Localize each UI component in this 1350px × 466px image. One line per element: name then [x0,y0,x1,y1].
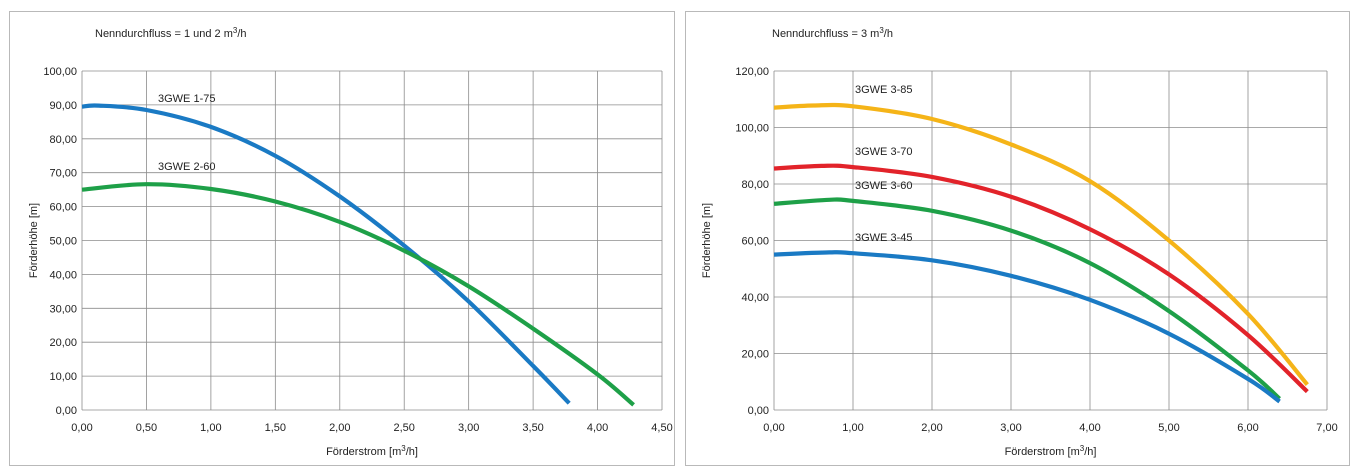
y-tick-label: 100,00 [735,123,769,135]
series-line-3gwe-3-45 [773,250,1281,404]
x-tick-label: 4,00 [587,422,608,434]
y-tick-label: 20,00 [49,337,77,349]
x-axis-label: Förderstrom [m3/h] [326,444,418,459]
y-tick-label: 40,00 [741,292,769,304]
y-tick-label: 0,00 [56,405,77,417]
y-tick-label: 100,00 [43,66,77,78]
x-tick-label: 1,00 [200,422,221,434]
y-tick-label: 90,00 [49,100,77,112]
y-axis-label: Förderhöhe [m] [701,203,713,278]
y-tick-label: 40,00 [49,269,77,281]
x-tick-label: 2,50 [394,422,415,434]
x-tick-label: 4,00 [1079,422,1100,434]
y-tick-label: 50,00 [49,236,77,248]
chart-frame-left [9,11,675,466]
x-tick-label: 0,00 [763,422,784,434]
y-tick-label: 70,00 [49,168,77,180]
x-tick-label: 1,00 [842,422,863,434]
y-axis-label: Förderhöhe [m] [28,203,40,278]
y-tick-label: 20,00 [741,349,769,361]
series-label: 3GWE 3-85 [855,84,912,96]
x-tick-label: 0,00 [71,422,92,434]
x-tick-label: 2,00 [329,422,350,434]
series-line-3gwe-3-85 [773,102,1309,386]
x-tick-label: 4,50 [651,422,672,434]
y-tick-label: 120,00 [735,66,769,78]
y-tick-label: 80,00 [49,134,77,146]
x-tick-label: 6,00 [1237,422,1258,434]
chart-frame-right [685,11,1350,466]
x-tick-label: 5,00 [1158,422,1179,434]
y-tick-label: 60,00 [741,236,769,248]
x-tick-label: 1,50 [265,422,286,434]
series-label: 3GWE 1-75 [158,93,215,105]
series-label: 3GWE 3-60 [855,180,912,192]
series-line-3gwe-3-60 [773,197,1282,401]
series-line-3gwe-2-60 [81,182,635,407]
y-tick-label: 10,00 [49,371,77,383]
chart-title: Nenndurchfluss = 1 und 2 m3/h [95,26,247,41]
series-line-3gwe-3-70 [773,163,1309,394]
series-label: 3GWE 2-60 [158,161,215,173]
y-tick-label: 80,00 [741,179,769,191]
x-tick-label: 0,50 [136,422,157,434]
series-label: 3GWE 3-70 [855,146,912,158]
x-axis-label: Förderstrom [m3/h] [1005,444,1097,459]
y-tick-label: 30,00 [49,303,77,315]
x-tick-label: 3,50 [522,422,543,434]
x-tick-label: 7,00 [1316,422,1337,434]
y-tick-label: 60,00 [49,202,77,214]
series-label: 3GWE 3-45 [855,232,912,244]
series-line-3gwe-1-75 [81,103,571,405]
x-tick-label: 3,00 [1000,422,1021,434]
x-tick-label: 2,00 [921,422,942,434]
chart-title: Nenndurchfluss = 3 m3/h [772,26,893,41]
y-tick-label: 0,00 [748,405,769,417]
x-tick-label: 3,00 [458,422,479,434]
